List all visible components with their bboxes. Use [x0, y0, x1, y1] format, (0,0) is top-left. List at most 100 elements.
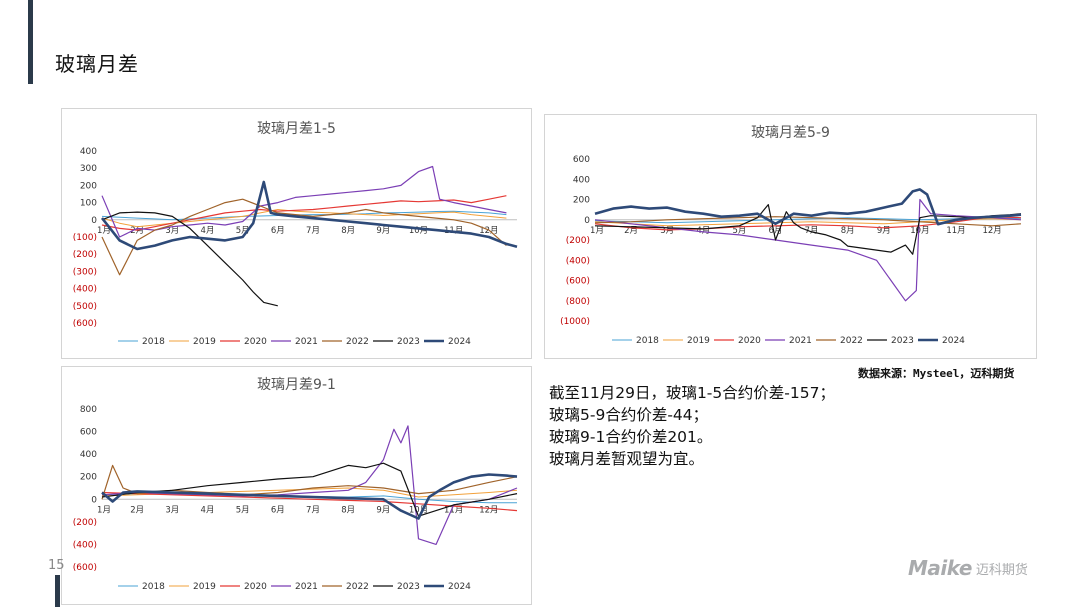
x-tick-label: 2月 [624, 226, 638, 236]
legend-label: 2021 [789, 336, 812, 346]
y-tick-label: 600 [80, 428, 97, 438]
x-tick-label: 6月 [271, 505, 285, 515]
series-line-2024 [101, 473, 518, 520]
x-tick-label: 8月 [341, 505, 355, 515]
x-tick-label: 5月 [236, 505, 250, 515]
y-tick-label: (400) [566, 256, 590, 266]
y-tick-label: 300 [80, 164, 97, 174]
x-tick-label: 2月 [130, 505, 144, 515]
page-number: 15 [48, 558, 65, 573]
y-tick-label: 200 [573, 196, 590, 206]
y-tick-label: 0 [91, 495, 97, 505]
y-tick-label: (1000) [560, 317, 590, 327]
page-title: 玻璃月差 [55, 52, 139, 76]
series-line-2022 [101, 464, 518, 500]
series-line-2023 [594, 203, 1022, 255]
y-tick-label: (100) [73, 233, 97, 243]
series-line-2024 [594, 188, 1022, 226]
x-tick-label: 10月 [409, 226, 428, 236]
x-tick-label: 1月 [97, 505, 111, 515]
y-tick-label: (600) [73, 319, 97, 329]
x-tick-label: 12月 [479, 505, 498, 515]
summary-line: 玻璃9-1合约价差201。 [549, 428, 713, 446]
x-tick-label: 10月 [409, 505, 428, 515]
x-tick-label: 11月 [946, 226, 965, 236]
summary-line: 截至11月29日，玻璃1-5合约价差-157； [549, 384, 835, 402]
x-tick-label: 5月 [732, 226, 746, 236]
series-line-2023 [101, 462, 518, 517]
chart-panel-5-9: 玻璃月差5-9 600 400 200 0 (200) (400) (600) (800) (10… [544, 114, 1037, 359]
y-tick-label: 100 [80, 199, 97, 209]
chart-svg: 玻璃月差9-1 800 600 400 200 0 (200) (400) (600) 1月 2月 3… [73, 376, 518, 592]
y-tick-label: 0 [584, 216, 590, 226]
footer-accent-bar [55, 575, 60, 607]
legend-label: 2020 [244, 337, 267, 347]
y-tick-label: (200) [73, 250, 97, 260]
x-tick-label: 5月 [236, 226, 250, 236]
series-line-2022 [594, 216, 1022, 227]
x-tick-label: 11月 [444, 505, 463, 515]
chart-title: 玻璃月差1-5 [257, 120, 336, 137]
x-tick-label: 1月 [97, 226, 111, 236]
summary-line: 玻璃月差暂观望为宜。 [549, 450, 705, 468]
x-tick-label: 10月 [910, 226, 929, 236]
y-tick-label: 600 [573, 155, 590, 165]
y-tick-label: (400) [73, 540, 97, 550]
legend-label: 2023 [397, 582, 420, 592]
x-tick-label: 6月 [769, 226, 783, 236]
legend-label: 2021 [295, 582, 318, 592]
legend-label: 2020 [244, 582, 267, 592]
y-tick-label: (800) [566, 297, 590, 307]
chart-panel-9-1: 玻璃月差9-1 800 600 400 200 0 (200) (400) (600) 1月 2月 3… [61, 366, 532, 605]
series-line-2020 [594, 216, 1022, 231]
legend-label: 2018 [636, 336, 659, 346]
x-tick-label: 7月 [306, 226, 320, 236]
series-line-2018 [101, 210, 507, 221]
x-tick-label: 3月 [165, 505, 179, 515]
series-line-2020 [101, 195, 507, 231]
y-tick-label: (200) [73, 518, 97, 528]
x-tick-label: 6月 [271, 226, 285, 236]
series-line-2022 [101, 198, 507, 276]
summary-line: 玻璃5-9合约价差-44； [549, 406, 709, 424]
series-line-2024 [100, 180, 518, 251]
company-logo: Maike 迈科期货 [908, 556, 1028, 580]
x-tick-label: 1月 [590, 226, 604, 236]
legend-label: 2024 [448, 582, 471, 592]
x-tick-label: 4月 [201, 505, 215, 515]
legend-label: 2018 [142, 337, 165, 347]
logo-chinese-name: 迈科期货 [975, 562, 1028, 578]
legend-label: 2022 [346, 337, 369, 347]
data-source-note: 数据来源：Mysteel，迈科期货 [858, 367, 1015, 380]
series-line-2021 [594, 198, 1022, 302]
x-tick-label: 12月 [982, 226, 1001, 236]
legend-label: 2019 [193, 337, 216, 347]
summary-text: 截至11月29日，玻璃1-5合约价差-157； 玻璃5-9合约价差-44； 玻璃… [549, 382, 835, 470]
x-tick-label: 9月 [877, 226, 891, 236]
legend-label: 2018 [142, 582, 165, 592]
legend-label: 2021 [295, 337, 318, 347]
x-tick-label: 8月 [841, 226, 855, 236]
legend-label: 2020 [738, 336, 761, 346]
y-tick-label: (500) [73, 302, 97, 312]
x-tick-label: 3月 [660, 226, 674, 236]
y-tick-label: 200 [80, 181, 97, 191]
series-line-2021 [101, 165, 507, 238]
x-tick-label: 7月 [805, 226, 819, 236]
legend-label: 2023 [397, 337, 420, 347]
x-tick-label: 7月 [306, 505, 320, 515]
y-tick-label: (300) [73, 267, 97, 277]
y-tick-label: 400 [80, 450, 97, 460]
y-tick-label: 200 [80, 473, 97, 483]
chart-title: 玻璃月差5-9 [751, 124, 830, 141]
y-tick-label: 400 [80, 147, 97, 157]
x-tick-label: 2月 [130, 226, 144, 236]
title-accent-bar [28, 0, 33, 84]
y-tick-label: 0 [91, 216, 97, 226]
logo-wordmark: Maike [908, 556, 972, 580]
y-tick-label: 800 [80, 405, 97, 415]
legend-label: 2024 [448, 337, 471, 347]
chart-svg: 玻璃月差1-5 400 300 200 100 0 (100) (200) (300) (400)… [73, 120, 518, 347]
chart-svg: 玻璃月差5-9 600 400 200 0 (200) (400) (600) (800) (10… [560, 124, 1022, 346]
y-tick-label: (200) [566, 236, 590, 246]
